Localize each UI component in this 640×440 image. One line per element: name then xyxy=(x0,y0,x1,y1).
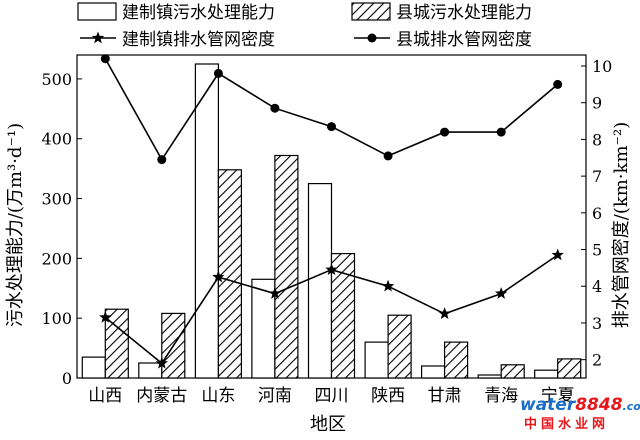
category-label-8: 宁夏 xyxy=(541,386,575,406)
point-town-density-1 xyxy=(155,356,169,369)
category-label-5: 陕西 xyxy=(371,386,405,406)
legend-label-county-capacity: 县城污水处理能力 xyxy=(396,3,532,23)
legend-circle-marker xyxy=(367,33,377,43)
bar-town-capacity-3 xyxy=(251,278,276,379)
bar-county-capacity-6 xyxy=(444,341,469,379)
bar-county-capacity-5 xyxy=(387,314,412,379)
bar-town-capacity-7 xyxy=(477,374,502,379)
right-tick-label-5: 7 xyxy=(592,167,602,186)
bar-county-capacity-3 xyxy=(274,154,299,379)
point-county-density-3 xyxy=(270,103,280,113)
right-axis-title: 排水管网密度/(km·km⁻²) xyxy=(611,122,632,329)
left-axis: 0 100 200 300 400 500 xyxy=(41,70,82,388)
left-tick-label-0: 0 xyxy=(62,369,72,388)
category-label-6: 甘肃 xyxy=(428,386,462,406)
bar-county-capacity-2 xyxy=(217,169,242,379)
right-tick-label-1: 3 xyxy=(592,314,602,333)
left-tick-label-2: 200 xyxy=(41,249,72,268)
point-town-density-7 xyxy=(494,287,508,299)
right-tick-label-0: 2 xyxy=(592,351,602,370)
bar-county-capacity-4 xyxy=(330,253,356,379)
point-town-density-0 xyxy=(99,310,112,323)
right-tick-label-8: 10 xyxy=(592,57,612,76)
watermark-logo: water8848.com xyxy=(520,395,640,415)
right-tick-label-2: 4 xyxy=(592,277,602,296)
point-county-density-4 xyxy=(327,122,336,132)
point-county-density-7 xyxy=(496,127,506,137)
bar-marks xyxy=(81,63,582,379)
left-tick-label-5: 500 xyxy=(41,70,72,89)
right-tick-label-6: 8 xyxy=(592,130,602,149)
line-county-density xyxy=(104,58,559,162)
point-county-density-8 xyxy=(553,79,563,89)
point-town-density-5 xyxy=(381,279,395,292)
line-marks xyxy=(99,54,564,369)
point-town-density-2 xyxy=(212,270,225,283)
category-label-1: 内蒙古 xyxy=(136,386,187,406)
category-label-4: 四川 xyxy=(315,386,349,406)
point-county-density-5 xyxy=(383,151,393,161)
bar-town-capacity-0 xyxy=(81,356,106,379)
category-label-2: 山东 xyxy=(201,386,235,406)
category-axis: 山西 内蒙古 山东 河南 四川 陕西 甘肃 青海 宁夏 xyxy=(88,386,574,406)
bar-town-capacity-6 xyxy=(421,365,446,379)
bar-town-capacity-4 xyxy=(307,183,333,379)
point-town-density-6 xyxy=(438,307,451,320)
bar-town-capacity-2 xyxy=(194,63,219,379)
right-tick-label-7: 9 xyxy=(592,94,602,113)
point-county-density-6 xyxy=(440,127,450,137)
legend-label-county-density: 县城排水管网密度 xyxy=(396,30,532,50)
right-tick-label-4: 6 xyxy=(592,204,602,223)
bar-county-capacity-0 xyxy=(104,308,129,379)
legend: 建制镇污水处理能力 县城污水处理能力 建制镇排水管网密度 县城排水管网密度 xyxy=(77,2,532,50)
point-county-density-0 xyxy=(100,54,110,64)
category-label-7: 青海 xyxy=(484,386,518,406)
point-county-density-2 xyxy=(213,68,223,78)
left-tick-label-3: 300 xyxy=(41,190,72,209)
left-tick-label-1: 100 xyxy=(41,309,72,328)
point-county-density-1 xyxy=(157,155,167,165)
right-tick-label-3: 5 xyxy=(592,241,602,260)
left-tick-label-4: 400 xyxy=(41,130,72,149)
point-town-density-3 xyxy=(268,287,282,299)
x-axis-title: 地区 xyxy=(310,414,346,435)
point-town-density-4 xyxy=(325,263,338,275)
bar-town-capacity-5 xyxy=(364,341,389,379)
legend-label-town-capacity: 建制镇污水处理能力 xyxy=(122,3,275,23)
legend-swatch-town-capacity xyxy=(77,2,117,21)
point-town-density-8 xyxy=(551,248,564,261)
bar-county-capacity-7 xyxy=(500,364,525,379)
watermark: water8848.com 中国水业网 xyxy=(520,395,640,432)
legend-swatch-county-capacity xyxy=(351,2,391,21)
bar-town-capacity-8 xyxy=(534,369,559,379)
category-label-3: 河南 xyxy=(258,386,292,406)
left-axis-title: 污水处理能力/(万m³·d⁻¹) xyxy=(5,123,26,327)
category-label-0: 山西 xyxy=(88,386,122,406)
watermark-cn-text: 中国水业网 xyxy=(524,416,609,432)
legend-star-marker xyxy=(91,31,105,44)
legend-label-town-density: 建制镇排水管网密度 xyxy=(122,30,275,50)
right-axis: 2 3 4 5 6 7 8 9 10 xyxy=(581,57,612,370)
bar-county-capacity-8 xyxy=(557,358,582,379)
bar-town-capacity-1 xyxy=(138,362,163,379)
